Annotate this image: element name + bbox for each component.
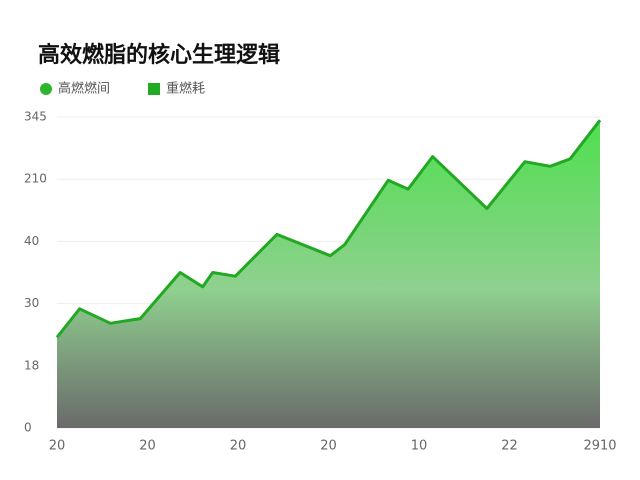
legend-label: 重燃耗 — [166, 81, 205, 97]
y-tick-label: 0 — [24, 421, 32, 435]
x-tick-label: 2910 — [583, 439, 616, 454]
y-tick-label: 18 — [24, 358, 39, 372]
y-tick-label: 40 — [24, 234, 39, 248]
line — [55, 119, 602, 339]
legend-marker — [40, 83, 52, 95]
y-tick-label: 345 — [24, 110, 47, 124]
legend-marker — [148, 83, 160, 95]
chart-title: 高效燃脂的核心生理逻辑 — [38, 42, 280, 68]
area — [57, 120, 600, 428]
x-tick-label: 20 — [320, 439, 337, 454]
y-tick-label: 30 — [24, 296, 39, 310]
x-tick-label: 20 — [139, 439, 156, 454]
x-tick-label: 20 — [230, 439, 247, 454]
x-tick-label: 20 — [49, 439, 66, 454]
x-tick-label: 22 — [501, 439, 518, 454]
y-tick-label: 210 — [24, 172, 47, 186]
x-tick-label: 10 — [411, 439, 428, 454]
legend-label: 高燃燃间 — [58, 81, 110, 97]
